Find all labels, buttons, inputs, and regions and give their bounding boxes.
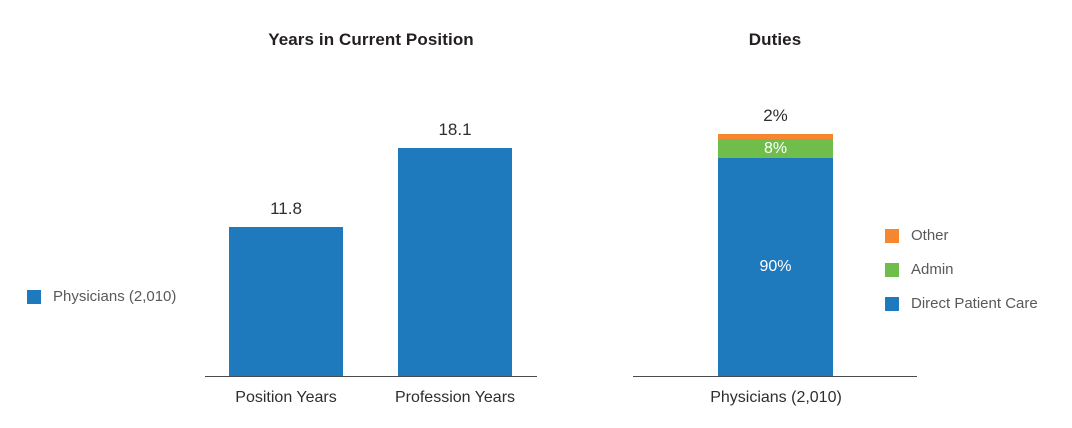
bar-position-years: 11.8 [229, 200, 343, 376]
segment-other [718, 134, 833, 139]
right-chart-legend: Other Admin Direct Patient Care [885, 227, 1038, 312]
legend-item-admin: Admin [885, 261, 1038, 278]
right-x-axis [633, 376, 917, 377]
legend-swatch-admin [885, 262, 899, 277]
segment-direct-patient-care: 90% [718, 158, 833, 376]
x-label-physicians: Physicians (2,010) [710, 389, 842, 406]
left-chart-title: Years in Current Position [268, 30, 474, 49]
x-label-profession-years: Profession Years [394, 389, 516, 406]
right-chart-title: Duties [748, 30, 802, 49]
legend-label-other: Other [911, 227, 949, 244]
segment-value-direct-patient-care: 90% [759, 258, 792, 275]
legend-label-physicians: Physicians (2,010) [53, 288, 177, 305]
segment-value-other: 2% [763, 106, 788, 125]
bar-value-position-years: 11.8 [270, 199, 302, 218]
legend-swatch-direct-patient-care [885, 296, 899, 311]
legend-item-other: Other [885, 227, 1038, 244]
legend-swatch-other [885, 228, 899, 243]
bar-profession-years: 18.1 [398, 121, 512, 376]
legend-item-physicians: Physicians (2,010) [27, 288, 176, 305]
legend-item-direct-patient-care: Direct Patient Care [885, 295, 1038, 312]
legend-label-direct-patient-care: Direct Patient Care [911, 295, 1038, 312]
segment-admin: 8% [718, 139, 833, 158]
stacked-bar-duties: 2% 8% 90% [718, 107, 833, 376]
bar-rect-profession-years [398, 148, 512, 376]
left-x-axis [205, 376, 537, 377]
bar-rect-position-years [229, 227, 343, 376]
legend-swatch-physicians [27, 289, 41, 304]
legend-label-admin: Admin [911, 261, 954, 278]
segment-value-admin: 8% [763, 139, 788, 157]
bar-value-profession-years: 18.1 [438, 120, 472, 139]
left-chart-legend: Physicians (2,010) [27, 288, 176, 305]
x-label-position-years: Position Years [235, 389, 337, 406]
